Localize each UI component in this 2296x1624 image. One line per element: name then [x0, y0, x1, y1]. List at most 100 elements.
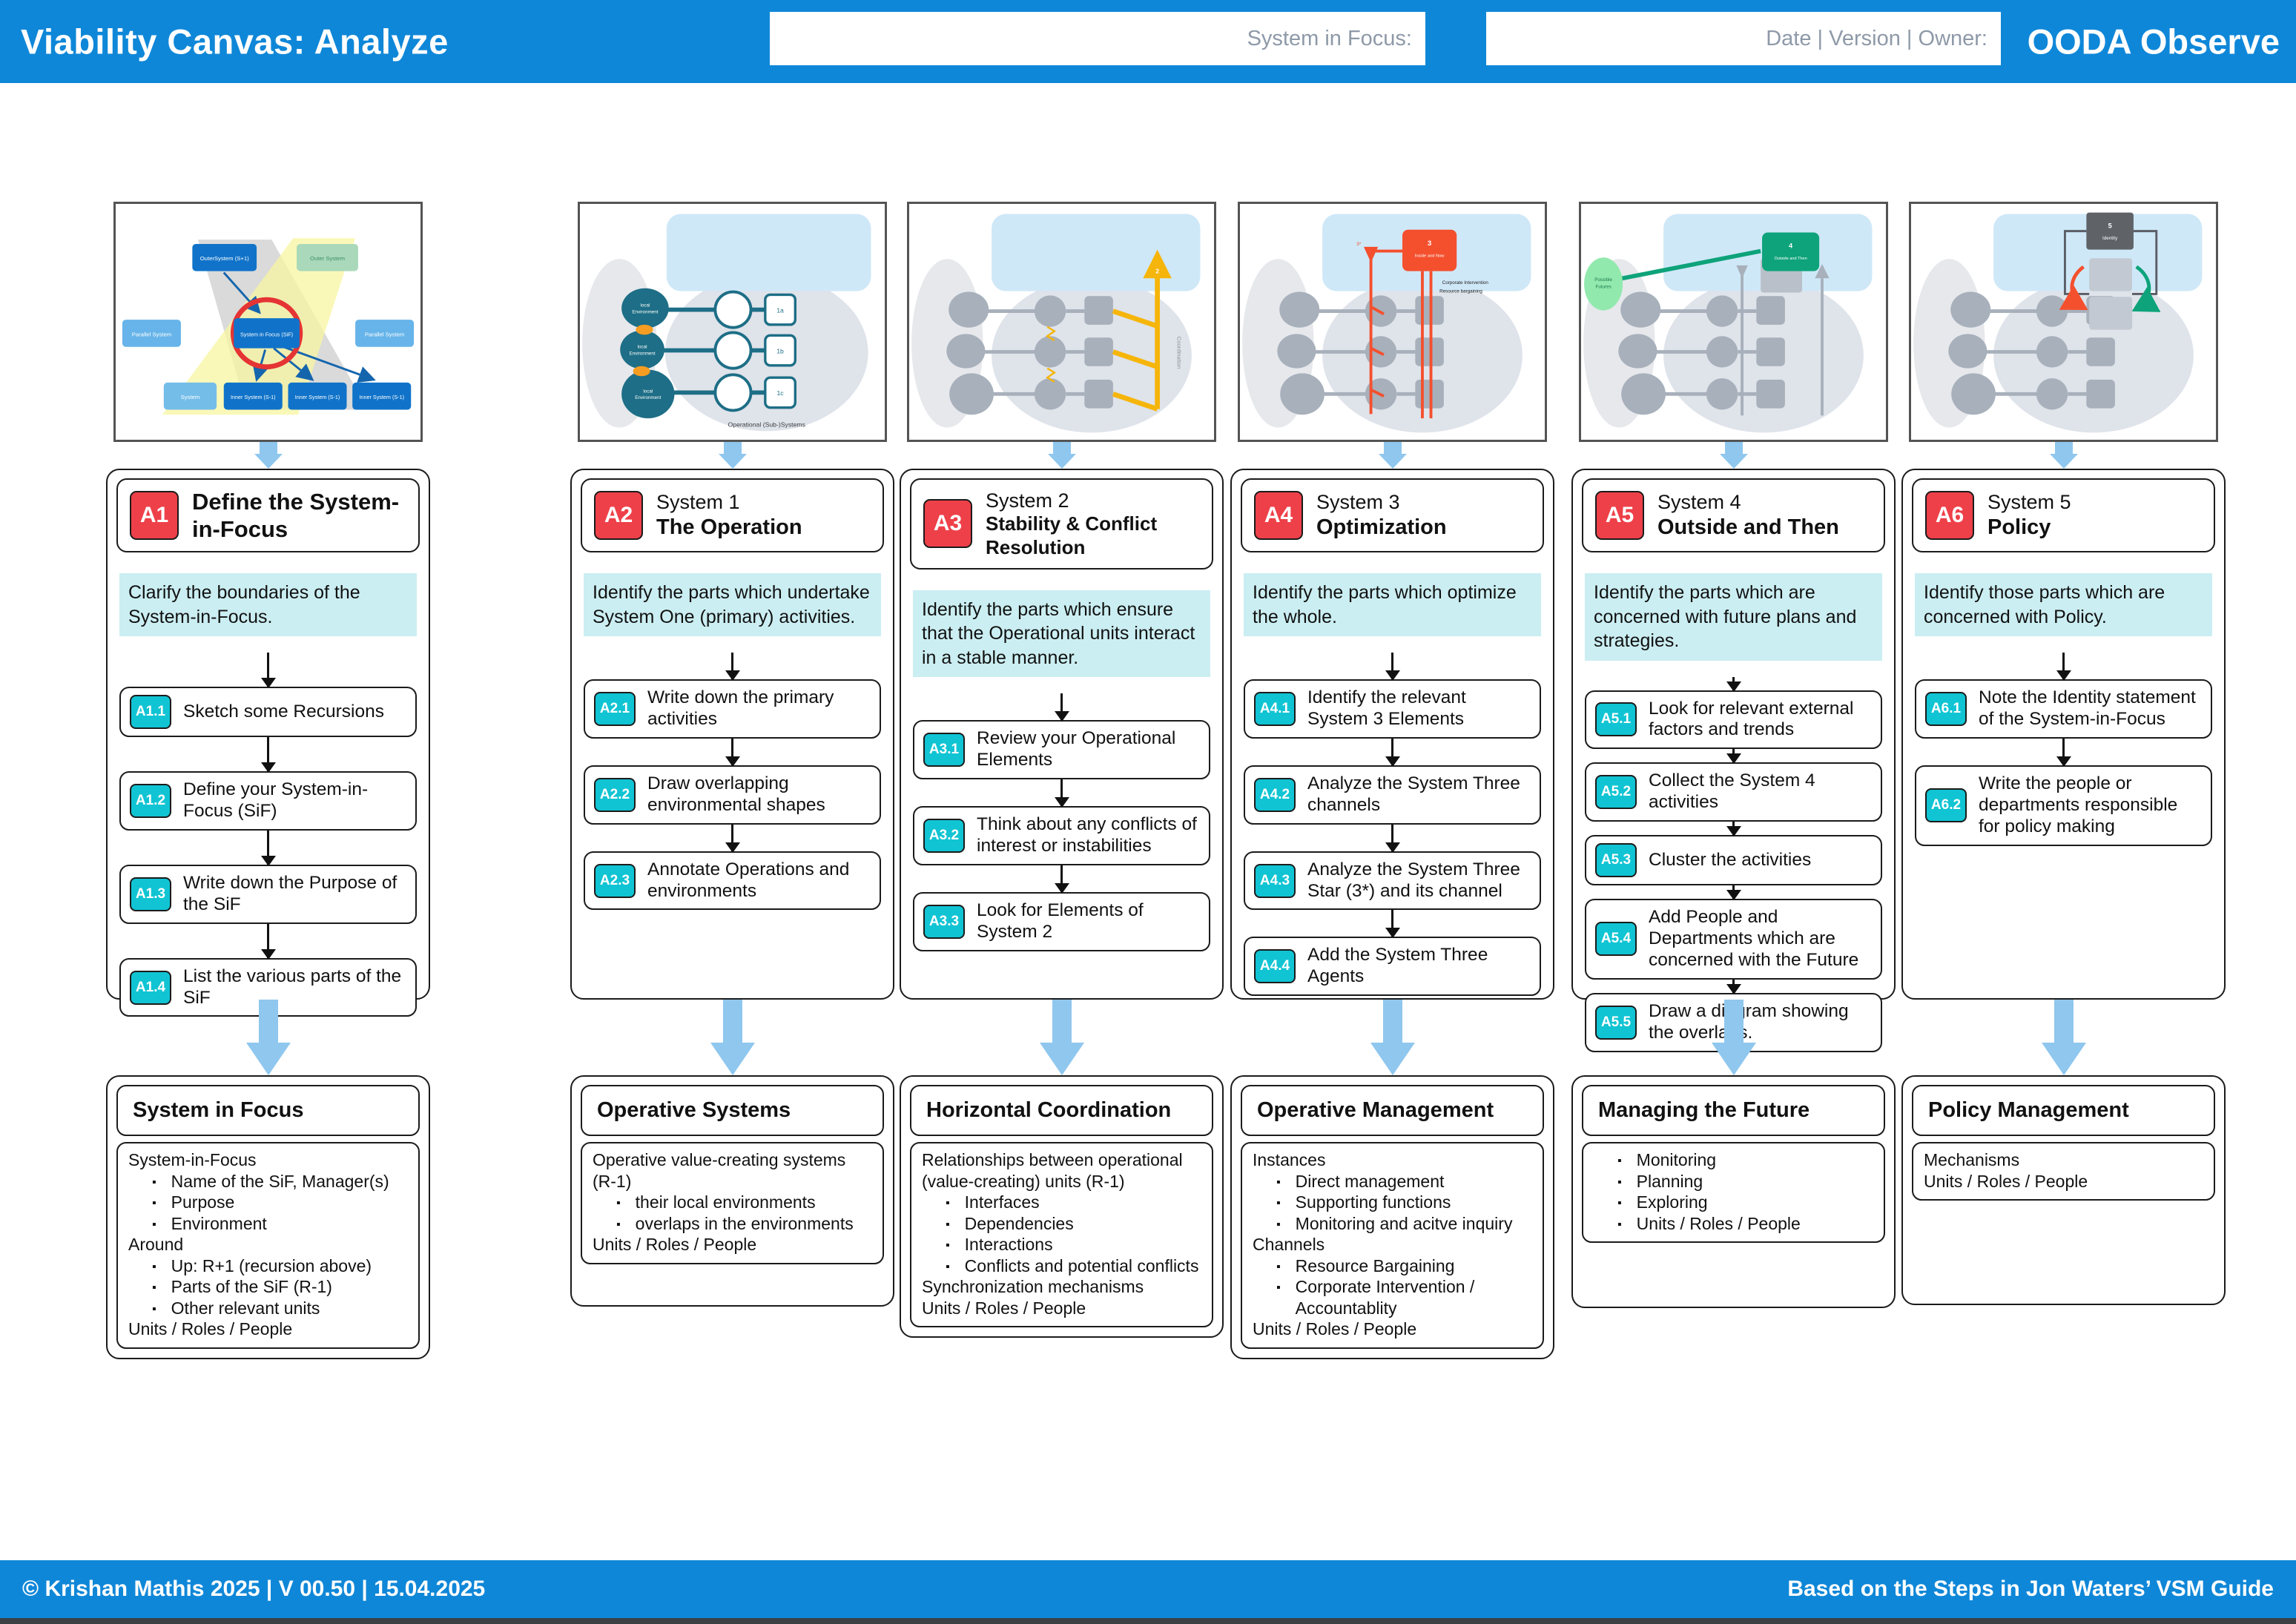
- connector-arrow: [730, 738, 734, 765]
- svg-text:Inner System (S-1): Inner System (S-1): [359, 394, 404, 400]
- output-line: their local environments: [593, 1192, 872, 1213]
- card-title: Stability & Conflict Resolution: [986, 512, 1158, 558]
- a6-badge: A6: [1925, 491, 1974, 540]
- system-number-label: System 5: [1987, 491, 2071, 514]
- outside-and-then-label: Outside and Then: [1774, 257, 1807, 261]
- flow-arrow-big: [1230, 1000, 1554, 1075]
- a1-badge: A1: [130, 491, 179, 540]
- card-title: Optimization: [1316, 515, 1447, 539]
- output-line: Units / Roles / People: [128, 1319, 293, 1339]
- svg-text:1c: 1c: [776, 389, 784, 397]
- substep-label: Look for relevant external factors and t…: [1649, 698, 1854, 740]
- attribution-text: Based on the Steps in Jon Waters’ VSM Gu…: [1787, 1577, 2274, 1601]
- system-number-label: System 2: [986, 489, 1069, 512]
- substep-badge: A5.4: [1595, 922, 1637, 957]
- output-line: Interactions: [922, 1234, 1201, 1255]
- step-item: A3.3 Look for Elements of System 2: [913, 891, 1210, 951]
- output-line: Channels: [1253, 1235, 1325, 1255]
- connector-arrow: [266, 653, 270, 687]
- output-line: Planning: [1594, 1171, 1873, 1192]
- output-line: Dependencies: [922, 1213, 1201, 1235]
- substep-label: List the various parts of the SiF: [183, 966, 402, 1008]
- substep-badge: A1.3: [130, 877, 171, 911]
- analysis-card-a5: A5 System 4 Outside and Then Identify th…: [1571, 469, 1896, 1052]
- connector-arrow: [1391, 738, 1394, 765]
- step-item: A5.1 Look for relevant external factors …: [1585, 690, 1882, 750]
- output-line: Direct management: [1253, 1171, 1532, 1192]
- outer-system-s1-label: OuterSystem (S+1): [200, 255, 249, 262]
- thumbnail-coordination: 2 Coordination: [907, 202, 1216, 442]
- connector-arrow: [1060, 779, 1063, 807]
- step-item: A5.4 Add People and Departments which ar…: [1585, 899, 1882, 980]
- substep-label: Analyze the System Three channels: [1307, 773, 1520, 815]
- a2-badge: A2: [594, 491, 643, 540]
- step-item: A4.1 Identify the relevant System 3 Elem…: [1244, 679, 1541, 739]
- substep-label: Identify the relevant System 3 Elements: [1307, 687, 1466, 729]
- substep-badge: A2.2: [594, 777, 636, 812]
- output-line: Units / Roles / People: [1594, 1213, 1873, 1235]
- substep-label: Cluster the activities: [1649, 849, 1812, 870]
- output-line: Relationships between operational (value…: [922, 1150, 1183, 1191]
- substep-badge: A4.1: [1254, 691, 1296, 726]
- column-a6-policy: 5 Identity A6 System 5 Policy Identify t…: [1901, 202, 2226, 1305]
- card-title: Define the System-in-Focus: [192, 488, 400, 542]
- step-item: A2.2 Draw overlapping environmental shap…: [584, 765, 881, 825]
- output-lines: Mechanisms Units / Roles / People: [1912, 1142, 2215, 1201]
- output-line: Around: [128, 1235, 184, 1255]
- step-item: A1.3 Write down the Purpose of the SiF: [119, 864, 417, 924]
- flow-arrow-small: [106, 442, 430, 469]
- flow-arrow-small: [570, 442, 894, 469]
- analysis-card-a4: A4 System 3 Optimization Identify the pa…: [1230, 469, 1554, 1000]
- substep-badge: A2.1: [594, 691, 636, 726]
- connector-arrow: [1732, 822, 1735, 836]
- parallel-system-left-label: Parallel System: [132, 331, 171, 337]
- date-version-owner-input[interactable]: [1486, 12, 2001, 65]
- system-3-number: 3: [1428, 240, 1431, 248]
- card-description: Identify the parts which optimize the wh…: [1244, 573, 1541, 636]
- card-title: Policy: [1987, 515, 2051, 539]
- footer-bar: © Krishan Mathis 2025 | V 00.50 | 15.04.…: [0, 1560, 2296, 1624]
- svg-text:1a: 1a: [776, 306, 784, 314]
- resource-bargaining-label: Resource bargaining: [1439, 288, 1482, 294]
- output-line: Interfaces: [922, 1192, 1201, 1213]
- step-item: A5.2 Collect the System 4 activities: [1585, 762, 1882, 822]
- card-description: Identify the parts which undertake Syste…: [584, 573, 881, 636]
- substep-badge: A1.2: [130, 783, 171, 818]
- output-line: Units / Roles / People: [922, 1298, 1086, 1318]
- card-header: A2 System 1 The Operation: [581, 478, 884, 552]
- steps-list: A5.1 Look for relevant external factors …: [1585, 676, 1882, 1052]
- system-4-number: 4: [1789, 242, 1793, 250]
- step-item: A4.2 Analyze the System Three channels: [1244, 765, 1541, 825]
- substep-label: Look for Elements of System 2: [977, 900, 1144, 942]
- output-line: Units / Roles / People: [1253, 1319, 1417, 1339]
- substep-label: Analyze the System Three Star (3*) and i…: [1307, 859, 1520, 901]
- connector-arrow: [1060, 693, 1063, 721]
- substep-label: Draw overlapping environmental shapes: [647, 773, 825, 815]
- system-number-label: System 4: [1657, 491, 1741, 514]
- output-title: Operative Management: [1241, 1085, 1544, 1136]
- substep-badge: A3.2: [923, 818, 965, 853]
- svg-text:local: local: [638, 345, 647, 350]
- step-item: A3.1 Review your Operational Elements: [913, 720, 1210, 780]
- steps-list: A2.1 Write down the primary activities A…: [584, 653, 881, 911]
- steps-list: A3.1 Review your Operational Elements A3…: [913, 693, 1210, 951]
- system-in-focus-input[interactable]: [770, 12, 1425, 65]
- column-a3-stability: 2 Coordination A3 System 2 Stability & C…: [900, 202, 1224, 1339]
- output-title: Operative Systems: [581, 1085, 884, 1136]
- header-bar: Viability Canvas: Analyze OODA Observe: [0, 0, 2296, 83]
- column-a2-operation: local Environment local Environment local E…: [570, 202, 894, 1307]
- brand-label: OODA Observe: [2027, 22, 2280, 62]
- outer-system-label: Outer System: [310, 255, 345, 262]
- flow-arrow-big: [570, 1000, 894, 1075]
- output-line: overlaps in the environments: [593, 1213, 872, 1235]
- coordination-channel-label: Coordination: [1176, 337, 1183, 369]
- output-line: Name of the SiF, Manager(s): [128, 1171, 408, 1192]
- connector-arrow: [1391, 910, 1394, 937]
- flow-arrow-small: [900, 442, 1224, 469]
- substep-badge: A5.1: [1595, 702, 1637, 737]
- analysis-card-a2: A2 System 1 The Operation Identify the p…: [570, 469, 894, 1000]
- step-item: A4.4 Add the System Three Agents: [1244, 937, 1541, 997]
- parallel-system-right-label: Parallel System: [365, 331, 404, 337]
